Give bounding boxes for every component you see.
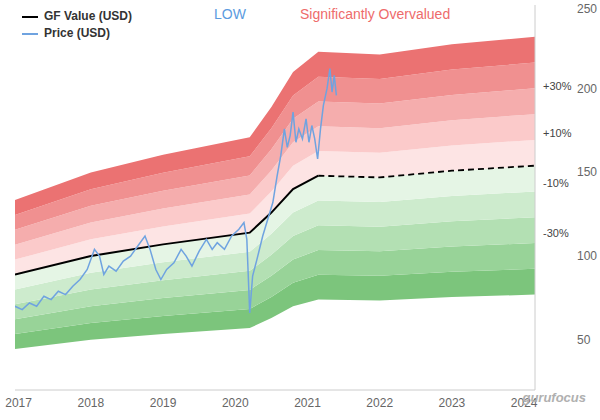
svg-text:2017: 2017 xyxy=(8,396,32,410)
svg-text:2021: 2021 xyxy=(294,396,321,410)
html-text:-30%: -30% xyxy=(543,227,569,239)
html-text:Price (USD): Price (USD) xyxy=(44,26,110,40)
html-text:+30%: +30% xyxy=(543,80,572,92)
html-text:Significantly Overvalued: Significantly Overvalued xyxy=(300,6,451,22)
html-text:+10%: +10% xyxy=(543,127,572,139)
svg-text:200: 200 xyxy=(577,82,592,96)
svg-text:2018: 2018 xyxy=(77,396,104,410)
html-text:GF Value (USD): GF Value (USD) xyxy=(44,9,132,23)
svg-text:2019: 2019 xyxy=(150,396,177,410)
svg-text:2023: 2023 xyxy=(439,396,466,410)
svg-text:250: 250 xyxy=(577,2,592,16)
svg-text:100: 100 xyxy=(577,249,592,263)
svg-text:2020: 2020 xyxy=(222,396,249,410)
html-text:gurufocus: gurufocus xyxy=(522,390,586,405)
svg-text:150: 150 xyxy=(577,165,592,179)
svg-text:2022: 2022 xyxy=(366,396,393,410)
svg-text:50: 50 xyxy=(577,333,591,347)
html-text:LOW: LOW xyxy=(214,6,246,22)
html-text:-10%: -10% xyxy=(543,177,569,189)
